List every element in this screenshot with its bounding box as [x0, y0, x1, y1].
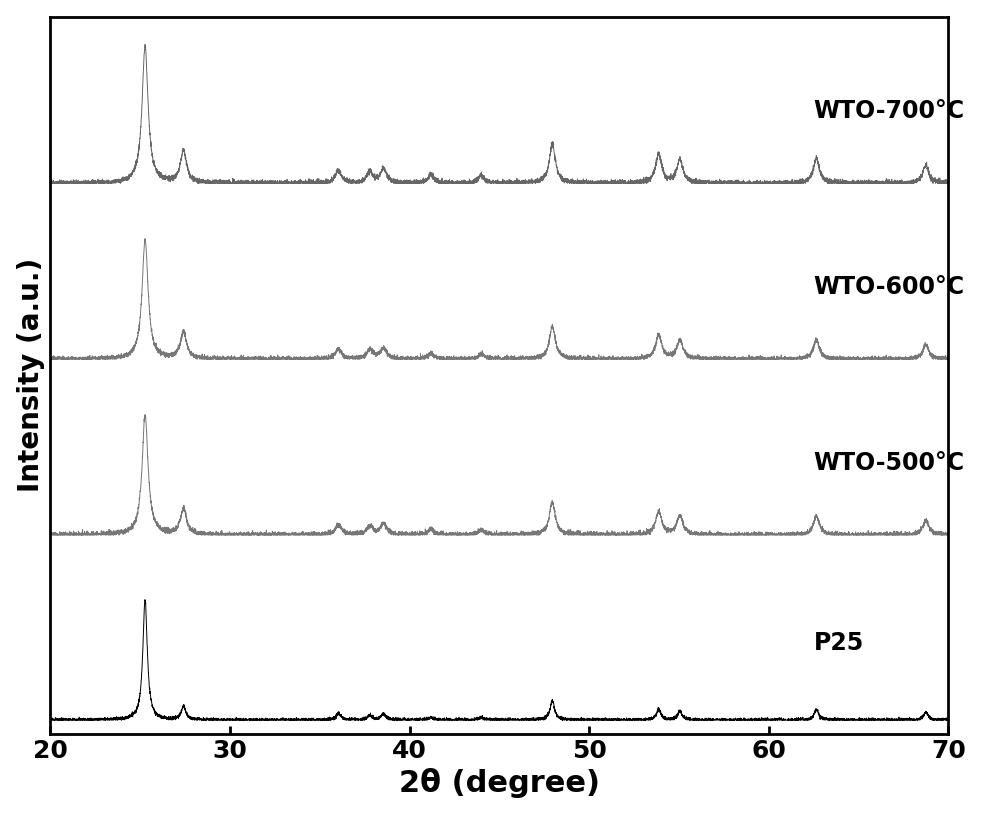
- Text: WTO-500°C: WTO-500°C: [814, 451, 965, 475]
- Text: P25: P25: [814, 632, 864, 655]
- Text: WTO-700°C: WTO-700°C: [814, 99, 965, 123]
- X-axis label: 2θ (degree): 2θ (degree): [399, 769, 600, 799]
- Text: WTO-600°C: WTO-600°C: [814, 275, 965, 299]
- Y-axis label: Intensity (a.u.): Intensity (a.u.): [17, 258, 45, 492]
